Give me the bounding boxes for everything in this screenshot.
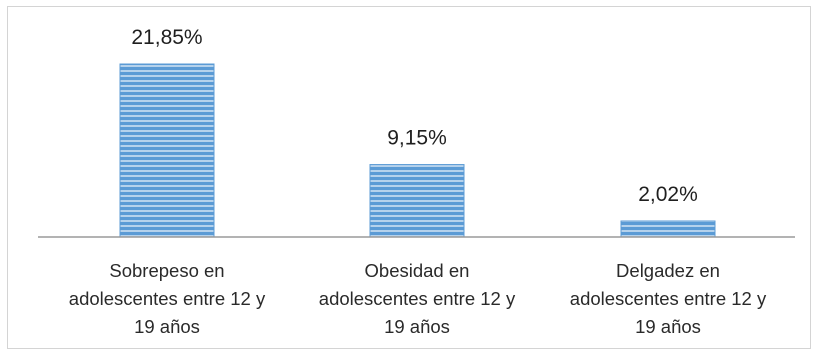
- category-label-1-line-2: adolescentes entre 12 y: [69, 288, 266, 309]
- category-label-1-line-1: Sobrepeso en: [109, 260, 224, 281]
- value-label-1: 21,85%: [131, 26, 202, 49]
- category-label-3-line-2: adolescentes entre 12 y: [570, 288, 767, 309]
- category-label-2-line-1: Obesidad en: [365, 260, 470, 281]
- bar-2: [369, 164, 465, 238]
- bar-1: [119, 63, 215, 238]
- bar-chart: 21,85% 9,15% 2,02% Sobrepeso en adolescente…: [38, 26, 795, 337]
- chart-frame: 21,85% 9,15% 2,02% Sobrepeso en adolescente…: [7, 6, 811, 349]
- value-label-3: 2,02%: [638, 183, 698, 206]
- category-labels-layer: Sobrepeso en adolescentes entre 12 y 19 añ…: [69, 260, 767, 337]
- category-label-2-line-3: 19 años: [384, 316, 450, 337]
- bar-3: [620, 220, 716, 238]
- category-label-3-line-3: 19 años: [635, 316, 701, 337]
- value-labels-layer: 21,85% 9,15% 2,02%: [131, 26, 697, 206]
- bars-layer: [119, 63, 716, 238]
- category-label-3-line-1: Delgadez en: [616, 260, 720, 281]
- value-label-2: 9,15%: [387, 127, 447, 150]
- category-label-1-line-3: 19 años: [134, 316, 200, 337]
- category-label-2-line-2: adolescentes entre 12 y: [319, 288, 516, 309]
